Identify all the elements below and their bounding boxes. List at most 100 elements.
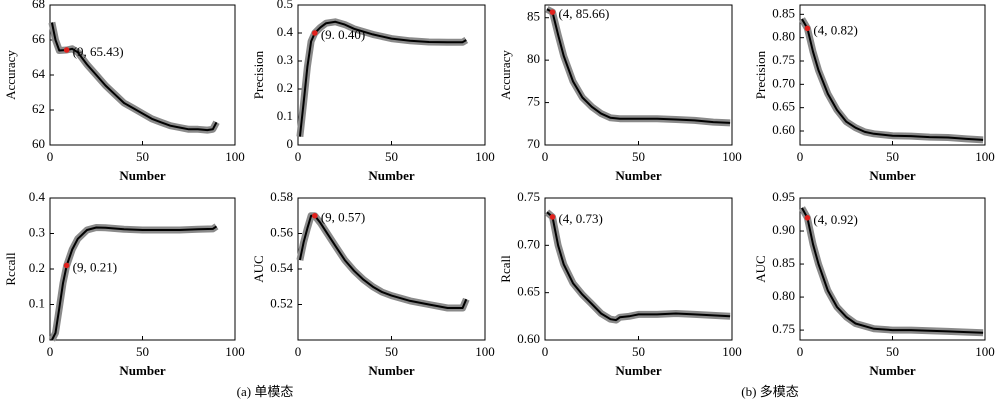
highlight-point — [63, 47, 70, 53]
y-axis-label: Rccall — [3, 252, 18, 286]
x-axis-label: Number — [368, 168, 414, 183]
y-tick-label: 0.75 — [772, 52, 795, 67]
y-tick-label: 0.4 — [29, 189, 46, 204]
x-tick-label: 0 — [295, 344, 302, 359]
y-tick-label: 0.3 — [277, 52, 293, 67]
y-tick-label: 0.80 — [772, 29, 795, 44]
y-axis-label: Rcall — [498, 255, 513, 283]
highlight-label: (9, 0.21) — [73, 259, 117, 274]
y-axis-label: Precision — [753, 50, 768, 99]
y-tick-label: 66 — [32, 31, 46, 46]
highlight-point — [312, 212, 318, 219]
y-axis-label: Accuracy — [3, 50, 18, 100]
x-tick-label: 50 — [886, 344, 899, 359]
y-tick-label: 0.70 — [517, 236, 540, 251]
x-tick-label: 50 — [136, 149, 149, 164]
y-tick-label: 0.70 — [772, 75, 795, 90]
y-tick-label: 0.3 — [29, 224, 45, 239]
line — [298, 214, 468, 309]
x-axis-label: Number — [368, 363, 414, 378]
x-tick-label: 50 — [136, 344, 149, 359]
y-axis-label: AUC — [753, 255, 768, 282]
y-axis-label: AUC — [251, 255, 266, 282]
y-tick-label: 0.5 — [277, 0, 293, 11]
line-band — [544, 209, 731, 324]
x-axis-label: Number — [869, 363, 915, 378]
y-tick-label: 0.58 — [270, 189, 293, 204]
y-tick-label: 80 — [527, 51, 540, 66]
x-tick-label: 0 — [295, 149, 302, 164]
y-axis-label: Precision — [251, 50, 266, 99]
x-tick-label: 100 — [722, 149, 742, 164]
y-tick-label: 0.1 — [277, 108, 293, 123]
y-tick-label: 0.90 — [772, 222, 795, 237]
x-axis-label: Number — [119, 363, 165, 378]
line — [546, 8, 731, 124]
x-tick-label: 50 — [385, 344, 398, 359]
x-tick-label: 100 — [225, 149, 245, 164]
y-tick-label: 0.95 — [772, 189, 795, 204]
line-band — [48, 21, 220, 134]
line — [801, 18, 984, 141]
x-axis-label: Number — [119, 168, 165, 183]
y-tick-label: 0.52 — [270, 295, 293, 310]
highlight-label: (4, 0.92) — [813, 212, 857, 227]
y-tick-label: 0.2 — [277, 80, 293, 95]
y-tick-label: 0.2 — [29, 260, 45, 275]
line-band — [48, 223, 219, 342]
highlight-label: (9, 65.43) — [73, 44, 124, 59]
x-tick-label: 100 — [475, 344, 495, 359]
x-tick-label: 0 — [797, 344, 804, 359]
x-tick-label: 0 — [542, 344, 549, 359]
x-tick-label: 50 — [632, 344, 645, 359]
highlight-label: (4, 0.82) — [813, 22, 857, 37]
y-tick-label: 68 — [32, 0, 45, 11]
y-tick-label: 0.65 — [772, 99, 795, 114]
highlight-label: (4, 85.66) — [558, 6, 609, 21]
y-tick-label: 64 — [32, 66, 46, 81]
highlight-point — [549, 9, 556, 15]
y-tick-label: 0 — [39, 331, 46, 346]
y-tick-label: 0.75 — [772, 321, 795, 336]
x-tick-label: 50 — [886, 149, 899, 164]
y-tick-label: 0.60 — [772, 122, 795, 137]
x-tick-label: 0 — [542, 149, 549, 164]
x-axis-label: Number — [615, 363, 661, 378]
plot-frame — [49, 4, 236, 146]
line — [801, 207, 984, 334]
line-band — [545, 6, 731, 127]
highlight-point — [804, 215, 811, 221]
highlight-label: (4, 0.73) — [558, 211, 602, 226]
y-tick-label: 0.56 — [270, 224, 293, 239]
y-tick-label: 0.60 — [517, 331, 540, 346]
y-tick-label: 0.75 — [517, 189, 540, 204]
line — [50, 22, 218, 132]
y-tick-label: 0.80 — [772, 288, 795, 303]
y-axis-label: Accuracy — [498, 50, 513, 100]
y-tick-label: 85 — [527, 9, 540, 24]
y-tick-label: 0 — [287, 136, 294, 151]
highlight-point — [804, 25, 811, 32]
highlight-point — [549, 214, 556, 220]
highlight-point — [312, 30, 318, 36]
y-tick-label: 70 — [527, 136, 540, 151]
x-tick-label: 100 — [975, 149, 995, 164]
line — [546, 211, 731, 322]
y-tick-label: 0.65 — [517, 284, 540, 299]
y-tick-label: 0.85 — [772, 255, 795, 270]
caption: (a) 单模态 — [237, 384, 294, 399]
x-tick-label: 100 — [225, 344, 245, 359]
y-tick-label: 0.85 — [772, 5, 795, 20]
x-tick-label: 0 — [797, 149, 804, 164]
highlight-point — [63, 262, 70, 269]
x-tick-label: 100 — [475, 149, 495, 164]
x-tick-label: 0 — [47, 344, 54, 359]
x-axis-label: Number — [615, 168, 661, 183]
x-tick-label: 50 — [385, 149, 398, 164]
highlight-label: (9. 0.40) — [321, 27, 365, 42]
y-tick-label: 0.54 — [270, 260, 293, 275]
y-tick-label: 60 — [32, 136, 45, 151]
x-tick-label: 100 — [722, 344, 742, 359]
highlight-label: (9, 0.57) — [321, 210, 365, 225]
